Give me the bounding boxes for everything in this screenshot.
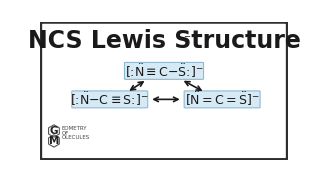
- Text: M: M: [49, 136, 59, 146]
- Text: [:$\ddot{\rm N}$$\equiv$C$-$$\ddot{\rm S}$:]$^{-}$: [:$\ddot{\rm N}$$\equiv$C$-$$\ddot{\rm S…: [125, 62, 203, 80]
- FancyBboxPatch shape: [72, 91, 148, 108]
- FancyBboxPatch shape: [184, 91, 260, 108]
- Text: [$\ddot{\rm N}$$=$C$=$$\ddot{\rm S}$]$^{-}$: [$\ddot{\rm N}$$=$C$=$$\ddot{\rm S}$]$^{…: [185, 91, 260, 108]
- Text: EOMETRY: EOMETRY: [62, 126, 87, 131]
- Text: OLECULES: OLECULES: [62, 135, 90, 140]
- FancyBboxPatch shape: [41, 22, 287, 159]
- Text: OF: OF: [62, 131, 69, 136]
- Text: G: G: [50, 126, 58, 136]
- Text: −: −: [183, 32, 190, 41]
- FancyBboxPatch shape: [124, 62, 204, 79]
- Text: NCS Lewis Structure: NCS Lewis Structure: [28, 29, 300, 53]
- Text: [:$\ddot{\rm N}$$-$C$\equiv$S:]$^{-}$: [:$\ddot{\rm N}$$-$C$\equiv$S:]$^{-}$: [70, 91, 149, 108]
